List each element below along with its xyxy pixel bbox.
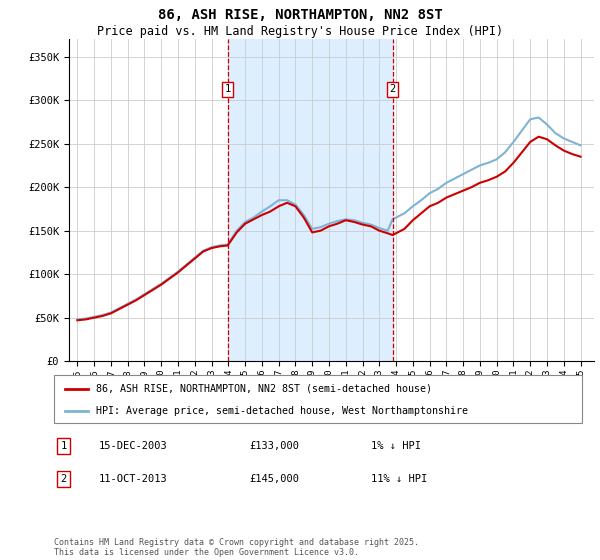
Text: 1% ↓ HPI: 1% ↓ HPI <box>371 441 421 451</box>
Text: £145,000: £145,000 <box>250 474 299 484</box>
Text: 11-OCT-2013: 11-OCT-2013 <box>99 474 167 484</box>
Text: 2: 2 <box>61 474 67 484</box>
Text: 15-DEC-2003: 15-DEC-2003 <box>99 441 167 451</box>
Text: 2: 2 <box>389 84 395 94</box>
Text: 11% ↓ HPI: 11% ↓ HPI <box>371 474 427 484</box>
Text: 86, ASH RISE, NORTHAMPTON, NN2 8ST: 86, ASH RISE, NORTHAMPTON, NN2 8ST <box>158 8 442 22</box>
Text: 1: 1 <box>224 84 231 94</box>
Bar <box>227 39 392 361</box>
Text: Contains HM Land Registry data © Crown copyright and database right 2025.
This d: Contains HM Land Registry data © Crown c… <box>54 538 419 557</box>
FancyBboxPatch shape <box>54 375 582 423</box>
Text: Price paid vs. HM Land Registry's House Price Index (HPI): Price paid vs. HM Land Registry's House … <box>97 25 503 38</box>
Text: £133,000: £133,000 <box>250 441 299 451</box>
Text: 86, ASH RISE, NORTHAMPTON, NN2 8ST (semi-detached house): 86, ASH RISE, NORTHAMPTON, NN2 8ST (semi… <box>96 384 432 394</box>
Text: HPI: Average price, semi-detached house, West Northamptonshire: HPI: Average price, semi-detached house,… <box>96 406 468 416</box>
Text: 1: 1 <box>61 441 67 451</box>
